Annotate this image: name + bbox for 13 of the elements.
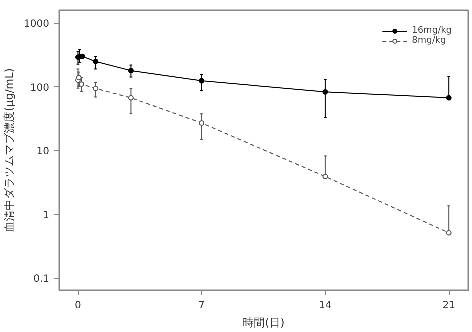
y-tick-label: 10 [36, 146, 50, 158]
x-axis-title: 時間(日) [243, 316, 285, 330]
y-tick-label: 1 [43, 210, 50, 222]
legend-label: 16mg/kg [412, 26, 452, 36]
x-tick-label: 14 [319, 300, 332, 312]
x-tick-label: 21 [442, 300, 456, 312]
x-tick-label: 7 [198, 300, 206, 312]
y-tick-label: 100 [30, 82, 50, 94]
x-tick-label: 0 [75, 300, 82, 312]
y-tick-label: 1000 [24, 19, 50, 30]
legend-label: 8mg/kg [412, 36, 446, 46]
y-axis-title: 血清中ダラツムマブ濃度(μg/mL) [3, 68, 16, 233]
y-tick-label: 0.1 [34, 274, 50, 286]
